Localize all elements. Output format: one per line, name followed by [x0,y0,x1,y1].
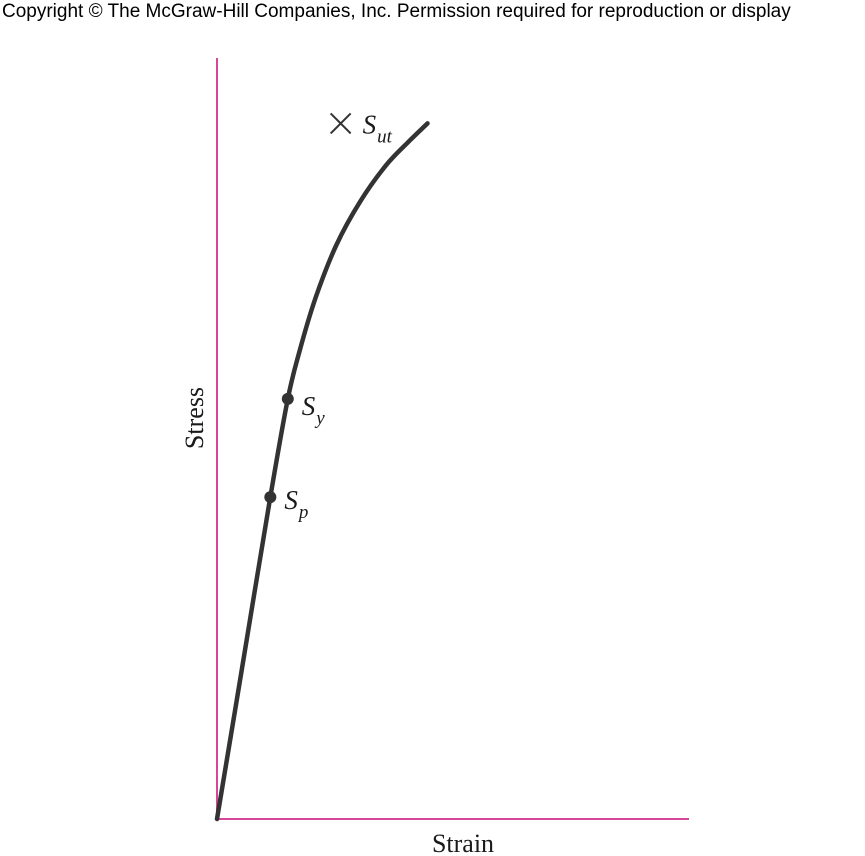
point-label-sp: Sp [284,485,308,523]
point-marker-sp [264,491,277,504]
point-markers: Sp Sy Sut [264,109,393,523]
y-axis-title: Stress [180,387,209,449]
copyright-notice: Copyright © The McGraw-Hill Companies, I… [2,1,791,22]
point-marker-sut [329,112,352,135]
point-label-sy: Sy [302,391,326,429]
point-label-sut: Sut [363,109,393,147]
stress-strain-curve [214,121,430,822]
x-axis-title: Strain [432,829,494,856]
point-marker-sy [281,392,294,405]
